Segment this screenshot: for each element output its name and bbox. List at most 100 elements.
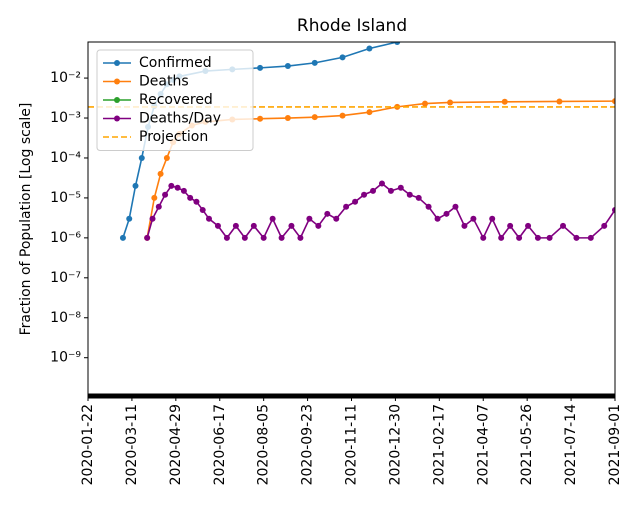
- x-tick-label: 2020-09-23: [300, 404, 316, 485]
- data-point: [162, 191, 169, 198]
- y-tick-label: 10⁻⁷: [50, 270, 81, 286]
- series-line: [146, 182, 615, 240]
- data-point: [288, 222, 295, 229]
- data-point: [366, 45, 373, 52]
- data-point: [343, 203, 350, 210]
- data-point: [534, 234, 541, 241]
- x-tick-label: 2020-12-30: [387, 404, 403, 485]
- data-point: [315, 222, 322, 229]
- data-point: [149, 215, 156, 222]
- y-tick-label: 10⁻⁵: [50, 190, 81, 206]
- data-point: [250, 222, 257, 229]
- data-point: [193, 198, 200, 205]
- data-point: [397, 184, 404, 191]
- x-tick-label: 2021-04-07: [475, 404, 491, 485]
- legend-marker: [114, 78, 120, 85]
- x-tick-label: 2020-01-22: [80, 404, 96, 485]
- data-point: [415, 194, 422, 201]
- data-point: [461, 222, 468, 229]
- y-tick-label: 10⁻³: [50, 110, 81, 126]
- data-point: [501, 98, 508, 105]
- x-tick-label: 2020-06-17: [212, 404, 228, 485]
- data-point: [443, 210, 450, 217]
- data-point: [257, 64, 264, 71]
- data-point: [612, 206, 615, 213]
- data-point: [155, 203, 162, 210]
- y-tick-label: 10⁻⁶: [50, 230, 81, 246]
- data-point: [241, 234, 248, 241]
- data-point: [163, 154, 170, 161]
- data-point: [269, 215, 276, 222]
- data-point: [333, 215, 340, 222]
- data-point: [306, 215, 313, 222]
- data-point: [573, 234, 580, 241]
- legend-marker: [114, 115, 120, 122]
- y-tick-label: 10⁻⁹: [50, 350, 81, 366]
- legend-label: Projection: [139, 129, 208, 145]
- legend-label: Recovered: [139, 92, 213, 108]
- data-point: [199, 206, 206, 213]
- x-tick-label: 2021-07-14: [563, 404, 579, 485]
- legend-label: Deaths: [139, 74, 189, 90]
- data-point: [144, 234, 151, 241]
- data-point: [311, 59, 318, 66]
- legend-label: Deaths/Day: [139, 111, 221, 127]
- data-point: [232, 222, 239, 229]
- x-tick-label: 2021-09-01: [607, 404, 623, 485]
- data-point: [498, 234, 505, 241]
- data-point: [284, 115, 291, 122]
- legend-marker: [114, 60, 120, 66]
- data-point: [138, 154, 145, 161]
- data-point: [339, 112, 346, 119]
- data-point: [421, 100, 428, 107]
- data-point: [297, 234, 304, 241]
- data-point: [516, 234, 523, 241]
- data-point: [366, 109, 373, 116]
- data-point: [425, 203, 432, 210]
- legend-marker: [114, 97, 120, 103]
- data-point: [324, 210, 331, 217]
- data-point: [406, 191, 413, 198]
- data-point: [126, 215, 133, 222]
- data-point: [470, 215, 477, 222]
- y-axis-label: Fraction of Population [Log scale]: [18, 103, 34, 336]
- x-tick-label: 2021-05-26: [519, 404, 535, 485]
- data-point: [489, 215, 496, 222]
- data-point: [311, 114, 318, 121]
- y-tick-label: 10⁻⁸: [50, 310, 81, 326]
- data-point: [223, 234, 230, 241]
- data-point: [422, 35, 428, 41]
- data-point: [278, 234, 285, 241]
- data-point: [447, 99, 454, 106]
- data-point: [361, 191, 368, 198]
- legend-box: [96, 49, 254, 151]
- data-point: [452, 203, 459, 210]
- data-point: [257, 115, 264, 122]
- x-tick-label: 2020-03-11: [124, 404, 140, 485]
- data-point: [187, 194, 194, 201]
- x-tick-label: 2021-02-17: [431, 404, 447, 485]
- data-point: [132, 182, 139, 189]
- data-point: [174, 184, 181, 191]
- data-point: [480, 234, 487, 241]
- x-tick-label: 2020-08-05: [256, 404, 272, 485]
- data-point: [612, 98, 615, 105]
- x-tick-label: 2020-04-29: [168, 404, 184, 485]
- data-point: [394, 42, 401, 45]
- data-point: [180, 187, 187, 194]
- data-point: [214, 222, 221, 229]
- data-point: [260, 234, 267, 241]
- data-point: [284, 63, 291, 70]
- data-point: [168, 182, 175, 189]
- data-point: [119, 234, 126, 241]
- chart-title: Rhode Island: [297, 16, 407, 36]
- data-point: [507, 222, 514, 229]
- data-point: [587, 234, 594, 241]
- data-point: [370, 187, 377, 194]
- x-tick-label: 2020-11-11: [344, 404, 360, 485]
- data-point: [556, 98, 563, 105]
- data-point: [378, 180, 385, 187]
- data-point: [151, 194, 158, 201]
- data-point: [352, 198, 359, 205]
